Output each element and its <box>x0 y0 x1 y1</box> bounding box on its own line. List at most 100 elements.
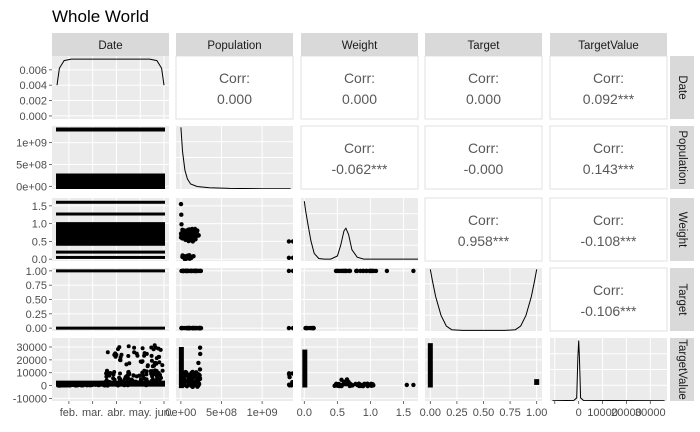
data-point <box>144 372 149 377</box>
data-point <box>117 375 122 380</box>
data-point <box>142 376 147 381</box>
corr-value: -0.000 <box>464 161 504 177</box>
row-strip-targetvalue <box>670 338 694 401</box>
panel-content <box>301 198 418 261</box>
data-point <box>183 257 188 261</box>
panel-content <box>301 268 418 331</box>
data-point <box>373 268 379 274</box>
data-point <box>160 363 165 368</box>
y-tick-label: 10000 <box>16 368 47 380</box>
corr-label: Corr: <box>219 70 250 86</box>
y-tick-label: 0.000 <box>19 111 47 123</box>
data-point <box>142 351 147 356</box>
data-point <box>127 380 132 385</box>
x-tick-label: 5e+08 <box>206 407 237 419</box>
data-point <box>157 360 162 365</box>
panel-target-weight <box>301 268 418 331</box>
row-strip-label-target: Target <box>676 284 688 317</box>
panel-background <box>549 267 668 332</box>
density-curve-target <box>429 269 538 331</box>
data-point <box>190 369 195 375</box>
data-point <box>182 229 188 234</box>
data-point <box>337 268 342 274</box>
panel-background <box>424 197 543 262</box>
strip-target <box>425 33 542 56</box>
y-tick-label: 0.002 <box>19 96 47 108</box>
panel-background <box>424 125 543 190</box>
corr-label: Corr: <box>344 70 375 86</box>
data-point <box>184 325 190 331</box>
data-point <box>179 222 184 227</box>
panel-target-target <box>425 268 542 331</box>
data-point <box>304 325 309 331</box>
data-point <box>127 361 132 366</box>
data-point <box>286 239 292 244</box>
data-point <box>126 370 131 375</box>
data-point <box>118 379 123 384</box>
row-strip-label-weight: Weight <box>676 212 688 248</box>
data-point <box>130 378 135 383</box>
row-strip-label-targetvalue: TargetValue <box>676 339 688 400</box>
data-point <box>354 268 360 274</box>
data-point <box>290 268 293 274</box>
corr-label: Corr: <box>593 212 624 228</box>
y-tick-label: 30000 <box>16 342 47 354</box>
panel-population-population <box>176 126 293 189</box>
data-point <box>180 253 185 258</box>
data-point <box>343 268 348 274</box>
panel-content <box>52 126 169 189</box>
panel-background <box>52 56 169 119</box>
data-point <box>198 351 203 357</box>
data-point <box>184 384 190 389</box>
data-point <box>197 375 202 381</box>
corr-label: Corr: <box>344 140 375 156</box>
data-point <box>361 268 366 274</box>
panel-target-population <box>176 268 293 331</box>
data-point <box>74 382 79 387</box>
panel-date-target: Corr: 0.000 <box>424 55 543 120</box>
data-point <box>358 268 363 274</box>
panel-targetvalue-population <box>176 338 293 401</box>
data-point <box>144 383 149 388</box>
corr-label: Corr: <box>593 70 624 86</box>
band <box>56 223 165 244</box>
panel-targetvalue-targetvalue <box>550 338 667 401</box>
panel-background <box>176 338 293 401</box>
y-tick-label: 1e+09 <box>16 138 47 150</box>
y-tick-label: 0 <box>41 381 47 393</box>
data-point <box>131 373 136 378</box>
panel-background <box>549 55 668 120</box>
data-point <box>118 358 122 362</box>
data-point <box>197 345 203 350</box>
panel-content <box>176 268 293 331</box>
data-point <box>178 201 184 207</box>
data-point <box>182 378 187 383</box>
data-point <box>311 325 316 331</box>
data-point <box>80 383 85 388</box>
data-point <box>404 382 409 388</box>
panel-weight-weight <box>301 198 418 261</box>
panel-population-date <box>52 126 169 189</box>
strip-weight <box>301 33 418 56</box>
x-tick-label: abr. <box>107 407 125 419</box>
data-point <box>333 268 339 274</box>
corr-value: 0.958*** <box>458 233 510 249</box>
data-point <box>154 356 159 361</box>
panel-weight-target: Corr: 0.958*** <box>424 197 543 262</box>
chart-title: Whole World <box>52 7 149 26</box>
x-tick-label: 1.5 <box>396 407 411 419</box>
row-strip-target <box>670 268 694 331</box>
data-point <box>411 268 416 274</box>
x-tick-label: 1e+09 <box>247 407 278 419</box>
data-point <box>86 381 90 386</box>
band <box>56 200 165 204</box>
y-tick-label: 1.0 <box>32 219 47 231</box>
y-tick-label: 0e+00 <box>16 181 47 193</box>
data-point <box>122 382 127 387</box>
data-point <box>111 376 116 381</box>
strip-label-weight: Weight <box>342 40 378 52</box>
scatter-points <box>178 201 293 261</box>
panel-target-date <box>52 268 169 331</box>
data-point <box>411 382 416 388</box>
